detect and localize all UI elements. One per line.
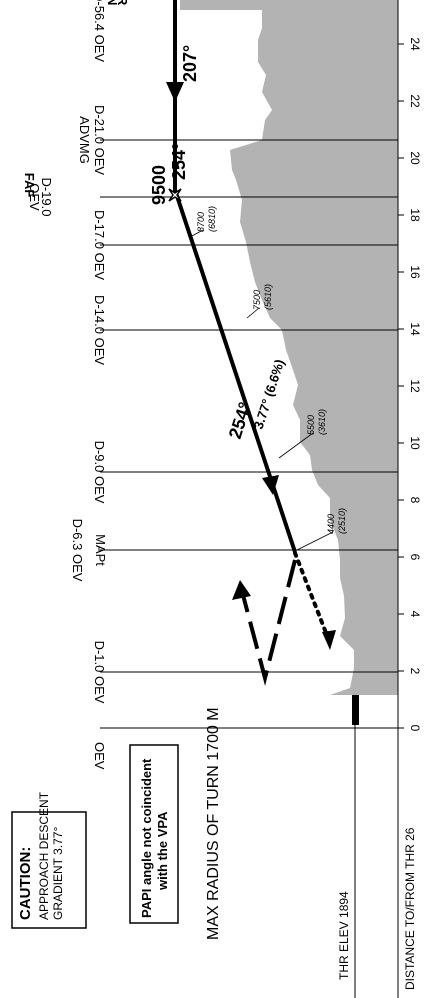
max-radius-note: MAX RADIUS OF TURN 1700 M (205, 707, 222, 940)
papi-note-line1: PAPI angle not coincident (139, 758, 154, 918)
papi-note-box (129, 744, 179, 924)
distance-tick-label: 6 (408, 554, 422, 561)
caution-line2: GRADIENT 3.77° (51, 827, 65, 920)
missed-approach-dotted (293, 551, 330, 640)
distance-tick-label: 2 (408, 668, 422, 675)
distance-tick-label: 4 (408, 611, 422, 618)
distance-tick-label: 22 (408, 94, 422, 108)
terrain-step (180, 0, 398, 10)
fix-label-top: D-56.4 OEV (92, 0, 107, 62)
fix-label-d10: D-1.0 OEV (92, 641, 107, 704)
fix-lines (100, 139, 398, 729)
svg-text:(6810): (6810) (207, 206, 217, 232)
svg-text:4400: 4400 (326, 514, 336, 534)
course-upper: 207° (180, 45, 200, 82)
distance-tick-label: 0 (408, 725, 422, 732)
course-inbound: 254° (169, 143, 189, 180)
faf-altitude: 9500 (149, 165, 169, 205)
fix-label-faf: FAF (22, 173, 37, 198)
altitude-label-2: 5500 (3610) (278, 409, 327, 459)
fix-label-d190-l2: OEV (27, 183, 42, 211)
fix-label-d170: D-17.0 OEV (92, 210, 107, 280)
arrow-missed (322, 630, 336, 650)
fix-label-top-b1: N (105, 0, 120, 5)
altitude-label-3: 4400 (2510) (296, 508, 347, 551)
svg-text:7500: 7500 (252, 290, 262, 310)
distance-tick-label: 24 (408, 37, 422, 51)
caution-box (11, 811, 87, 929)
distance-tick-label: 10 (408, 436, 422, 450)
svg-text:5500: 5500 (306, 415, 316, 435)
thr-elev-label: THR ELEV 1894 (337, 891, 351, 980)
distance-tick-label: 8 (408, 497, 422, 504)
svg-text:(5610): (5610) (263, 284, 273, 310)
distance-tick-label: 16 (408, 265, 422, 279)
terrain-area (230, 0, 398, 695)
descent-path (173, 0, 297, 553)
caution-title: CAUTION: (17, 847, 34, 920)
svg-text:(2510): (2510) (337, 508, 347, 534)
fix-label-d140: D-14.0 OEV (92, 295, 107, 365)
distance-tick-label: 12 (408, 379, 422, 393)
fix-label-d90: D-9.0 OEV (92, 441, 107, 504)
distance-axis-label: DISTANCE TO/FROM THR 26 (403, 827, 417, 990)
arrow-turn (232, 580, 251, 600)
altitude-label-1: 7500 (5610) (246, 284, 273, 319)
arrow-upper (166, 82, 184, 102)
fix-label-d190-l1: D-19.0 (39, 177, 54, 216)
papi-note-line2: with the VPA (155, 811, 170, 891)
fix-label-d210: D-21.0 OEV (92, 105, 107, 175)
fix-label-oev: OEV (92, 742, 107, 770)
missed-approach-dashed (241, 559, 297, 686)
faf-maltese-cross (168, 188, 182, 202)
threshold-marker (352, 695, 359, 725)
fix-label-mapt: MAPt (93, 534, 108, 566)
fix-label-advmg: ADVMG (77, 116, 92, 164)
gradient-label: 3.77° (6.6%) (251, 357, 288, 430)
arrow-lower (262, 475, 279, 495)
fix-label-top-b2: R (115, 0, 130, 6)
fix-label-d63: D-6.3 OEV (70, 519, 85, 582)
caution-line1: APPROACH DESCENT (37, 791, 51, 920)
svg-text:(3610): (3610) (317, 409, 327, 435)
distance-ticks: 0246810121416182022242 (398, 37, 422, 732)
distance-tick-label: 14 (408, 322, 422, 336)
distance-tick-label: 20 (408, 151, 422, 165)
distance-tick-label: 18 (408, 208, 422, 222)
svg-text:8700: 8700 (196, 212, 206, 232)
altitude-label-0: 8700 (6810) (189, 206, 217, 238)
